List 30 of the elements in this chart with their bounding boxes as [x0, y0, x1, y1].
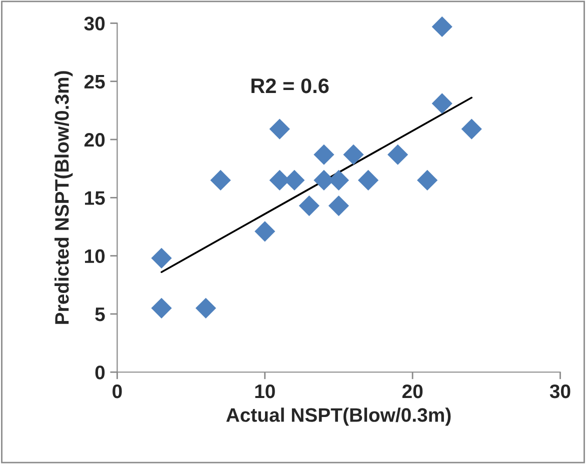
y-tick-label: 0: [95, 366, 105, 380]
point: [358, 170, 379, 191]
point: [298, 196, 320, 216]
point: [196, 298, 216, 318]
point: [314, 144, 334, 165]
point: [417, 170, 438, 191]
point: [387, 144, 408, 165]
x-tick-label: 0: [112, 384, 122, 398]
y-tick-label: 15: [84, 191, 105, 205]
y-tick-label: 30: [84, 16, 105, 30]
y-tick-label: 20: [84, 132, 105, 147]
point: [151, 248, 172, 268]
y-axis-title: Predicted NSPT(Blow/0.3m): [54, 71, 73, 324]
x-tick-label: 10: [255, 384, 275, 398]
x-tick-label: 30: [550, 384, 570, 398]
point: [461, 118, 482, 140]
y-tick-label: 10: [84, 249, 105, 264]
point: [269, 118, 290, 140]
x-tick-label: 20: [402, 384, 423, 398]
y-tick-label: 5: [95, 308, 105, 322]
point: [254, 221, 276, 242]
y-tick-label: 25: [84, 74, 105, 89]
annotation: R2 = 0.6: [252, 78, 329, 94]
point: [432, 16, 452, 37]
point: [432, 93, 452, 114]
point: [328, 196, 350, 216]
x-axis-title: Actual NSPT(Blow/0.3m): [226, 408, 451, 426]
point: [210, 170, 231, 191]
point: [343, 144, 364, 165]
point: [151, 298, 172, 318]
